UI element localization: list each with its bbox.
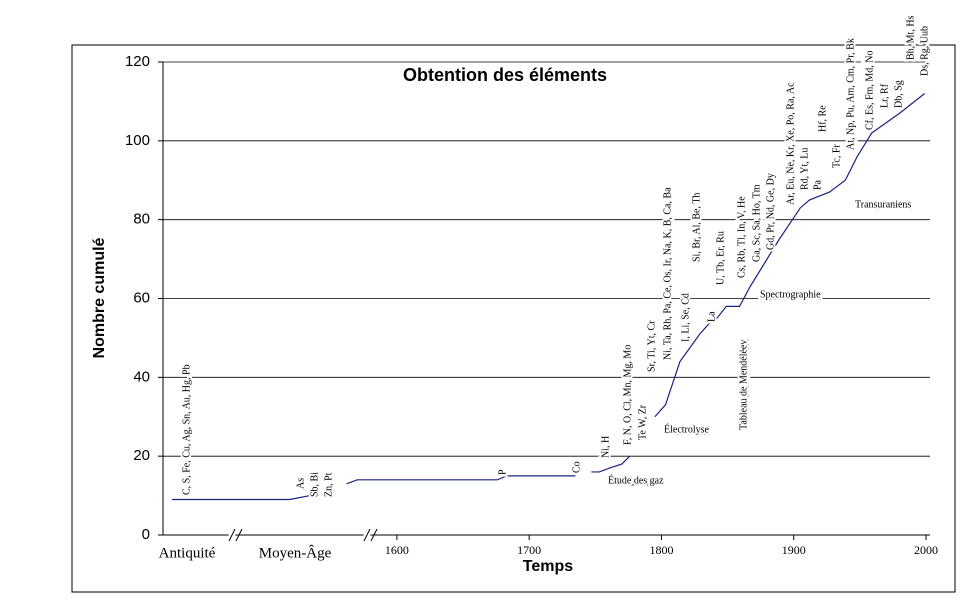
y-tick-label: 20	[133, 447, 150, 464]
element-annotation: Hf, Re	[817, 105, 828, 132]
element-annotation: Db, Sg	[893, 80, 904, 108]
chart-title: Obtention des éléments	[403, 65, 607, 85]
element-annotation: La	[706, 311, 717, 322]
element-annotation: Ni, H	[600, 436, 611, 458]
element-annotation: Sr, Ti, Yt, Cr	[646, 320, 657, 372]
element-annotation: Gd, Pr, Nd, Ge, Dy	[765, 173, 776, 250]
axis-break	[361, 527, 378, 543]
element-annotation: I, Li, Se, Cd	[680, 293, 691, 342]
element-annotation: At, Np, Pu, Am, Cm, Pr, Bk	[845, 38, 856, 150]
period-label: Transuraniens	[855, 199, 911, 210]
period-label: Tableau de Mendéléev	[738, 340, 749, 430]
element-annotation: Te W, Zr	[637, 404, 648, 440]
element-annotation: C, S, Fe, Cu, Ag, Sn, Au, Hg, Pb	[181, 364, 192, 495]
x-tick-label: 1800	[649, 543, 673, 557]
element-annotation: Pa	[812, 179, 823, 190]
element-annotation: F, N, O, Cl, Mn, Mg, Mo	[622, 345, 633, 445]
element-annotation: As	[295, 478, 306, 489]
element-annotation: Ds, Rg, Uub	[919, 26, 930, 76]
element-annotation: Tc, Fr	[831, 144, 842, 168]
x-tick-label: 1600	[385, 543, 409, 557]
element-annotation: Cs, Rb, Tl, In, V, He	[736, 196, 747, 278]
x-tick-label: 2000	[914, 543, 938, 557]
y-tick-label: 100	[125, 132, 150, 149]
element-annotation: Cf, Es, Fm, Md, No	[864, 51, 875, 130]
period-label: Électrolyse	[664, 423, 710, 435]
y-tick-label: 80	[133, 211, 150, 228]
data-line	[346, 93, 926, 485]
x-tick-label: 1700	[517, 543, 541, 557]
y-tick-label: 40	[133, 368, 150, 385]
element-annotation: Lr, Rf	[879, 83, 890, 108]
x-tick-label: 1900	[782, 543, 806, 557]
y-axis-label: Nombre cumulé	[91, 237, 108, 358]
element-annotation: Zn, Pt	[323, 472, 334, 497]
x-axis-label: Temps	[523, 558, 573, 575]
element-annotation: U, Tb, Er, Ru	[715, 231, 726, 285]
element-annotation: Ar, Eu, Ne, Kr, Xe, Po, Ra, Ac	[785, 82, 796, 205]
element-annotation: Sb, Bi	[309, 472, 320, 497]
element-annotation: Ni, Ta, Rh, Pa, Ce, Os, Ir, Na, K, B, Ca…	[662, 187, 673, 360]
y-tick-label: 60	[133, 289, 150, 306]
axis-break	[226, 527, 243, 543]
era-line	[289, 494, 318, 501]
y-tick-label: 120	[125, 53, 150, 70]
element-annotation: P	[497, 469, 508, 475]
y-tick-label: 0	[142, 526, 150, 543]
era-label: Moyen-Âge	[259, 544, 332, 561]
chart-frame	[71, 44, 956, 593]
element-annotation: Co	[571, 461, 582, 473]
element-annotation: Si, Br, Al, Be, Th	[691, 193, 702, 262]
element-annotation: Ga, Sc, Sa, Ho, Tm	[751, 184, 762, 262]
element-annotation: Bh, Mt, Hs	[905, 15, 916, 60]
era-label: Antiquité	[159, 545, 216, 561]
element-annotation: Rd, Yt, Lu	[799, 148, 810, 190]
period-label: Étude des gaz	[608, 474, 664, 486]
period-label: Spectrographie	[760, 289, 821, 300]
